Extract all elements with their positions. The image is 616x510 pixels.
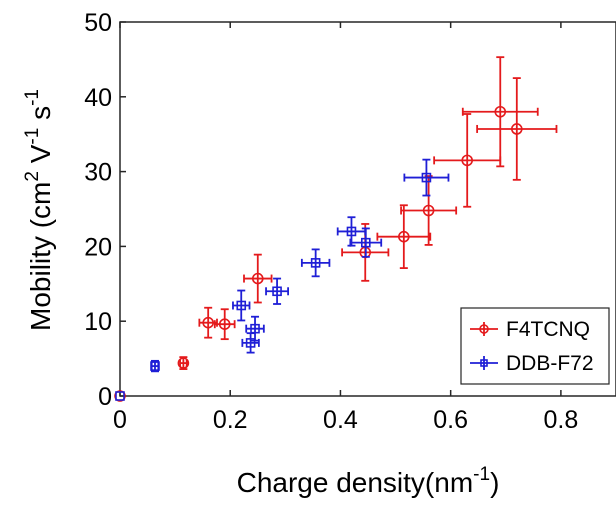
circle-marker	[398, 230, 410, 243]
y-tick-label: 40	[84, 84, 112, 112]
x-tick-label: 0.6	[433, 406, 468, 434]
data-point	[376, 204, 432, 269]
legend: F4TCNQ DDB-F72	[460, 307, 610, 385]
y-tick-label: 20	[84, 233, 112, 261]
data-point	[349, 227, 383, 258]
square-marker	[150, 361, 160, 371]
legend-label: DDB-F72	[506, 352, 594, 375]
legend-box	[460, 307, 610, 385]
x-tick-label: 0.2	[213, 406, 248, 434]
square-marker	[421, 172, 432, 183]
y-tick-label: 10	[84, 308, 112, 336]
data-point	[265, 277, 289, 305]
data-point	[433, 113, 502, 208]
data-point	[403, 158, 450, 197]
data-point	[213, 308, 236, 341]
plot-frame	[119, 21, 616, 397]
x-axis: 0 0.2 0.4 0.6 0.8	[113, 22, 578, 434]
circle-marker	[202, 316, 214, 329]
circle-marker	[494, 105, 507, 118]
y-axis-title: Mobility (cm2 V-1 s-1	[22, 89, 56, 331]
x-tick-label: 0.4	[323, 406, 358, 434]
data-point	[198, 306, 218, 339]
series-f4tcnq	[114, 56, 558, 402]
legend-entry: DDB-F72	[470, 352, 594, 375]
y-tick-label: 0	[98, 383, 112, 411]
plot-area	[119, 21, 616, 397]
square-marker	[272, 286, 282, 297]
data-point	[245, 315, 265, 342]
data-point	[150, 359, 160, 373]
data-point	[177, 356, 190, 370]
x-tick-label: 0	[113, 406, 127, 434]
circle-marker	[251, 272, 264, 285]
data-point	[476, 77, 558, 181]
data-point	[232, 289, 251, 322]
data-point	[114, 390, 126, 402]
square-marker	[245, 338, 256, 348]
circle-marker	[461, 154, 474, 167]
square-marker	[250, 323, 260, 334]
circle-marker	[177, 357, 190, 369]
data-point	[400, 175, 458, 246]
legend-marker	[480, 359, 488, 367]
square-marker	[236, 300, 247, 311]
data-point	[115, 391, 125, 401]
square-marker	[346, 226, 357, 237]
data-point	[461, 56, 539, 168]
square-marker	[115, 391, 125, 401]
data-point	[336, 216, 367, 247]
square-marker	[360, 237, 371, 248]
legend-label: F4TCNQ	[506, 318, 590, 341]
square-marker	[310, 258, 321, 268]
y-axis: 0 10 20 30 40 50	[84, 9, 126, 411]
x-axis-title: Charge density(nm-1)	[237, 464, 500, 498]
y-tick-label: 50	[84, 9, 112, 37]
circle-marker	[422, 204, 435, 217]
legend-entry: F4TCNQ	[470, 318, 590, 341]
circle-marker	[218, 318, 231, 330]
series-ddb-f72	[115, 158, 450, 401]
x-axis-title-sup: -1	[473, 464, 490, 485]
data-point	[243, 253, 273, 304]
data-point	[241, 332, 260, 354]
circle-marker	[510, 123, 523, 135]
data-point	[300, 248, 331, 278]
x-tick-label: 0.8	[544, 406, 579, 434]
series-group	[114, 56, 558, 402]
legend-marker	[479, 324, 489, 334]
y-tick-label: 30	[84, 159, 112, 187]
circle-marker	[114, 390, 126, 402]
